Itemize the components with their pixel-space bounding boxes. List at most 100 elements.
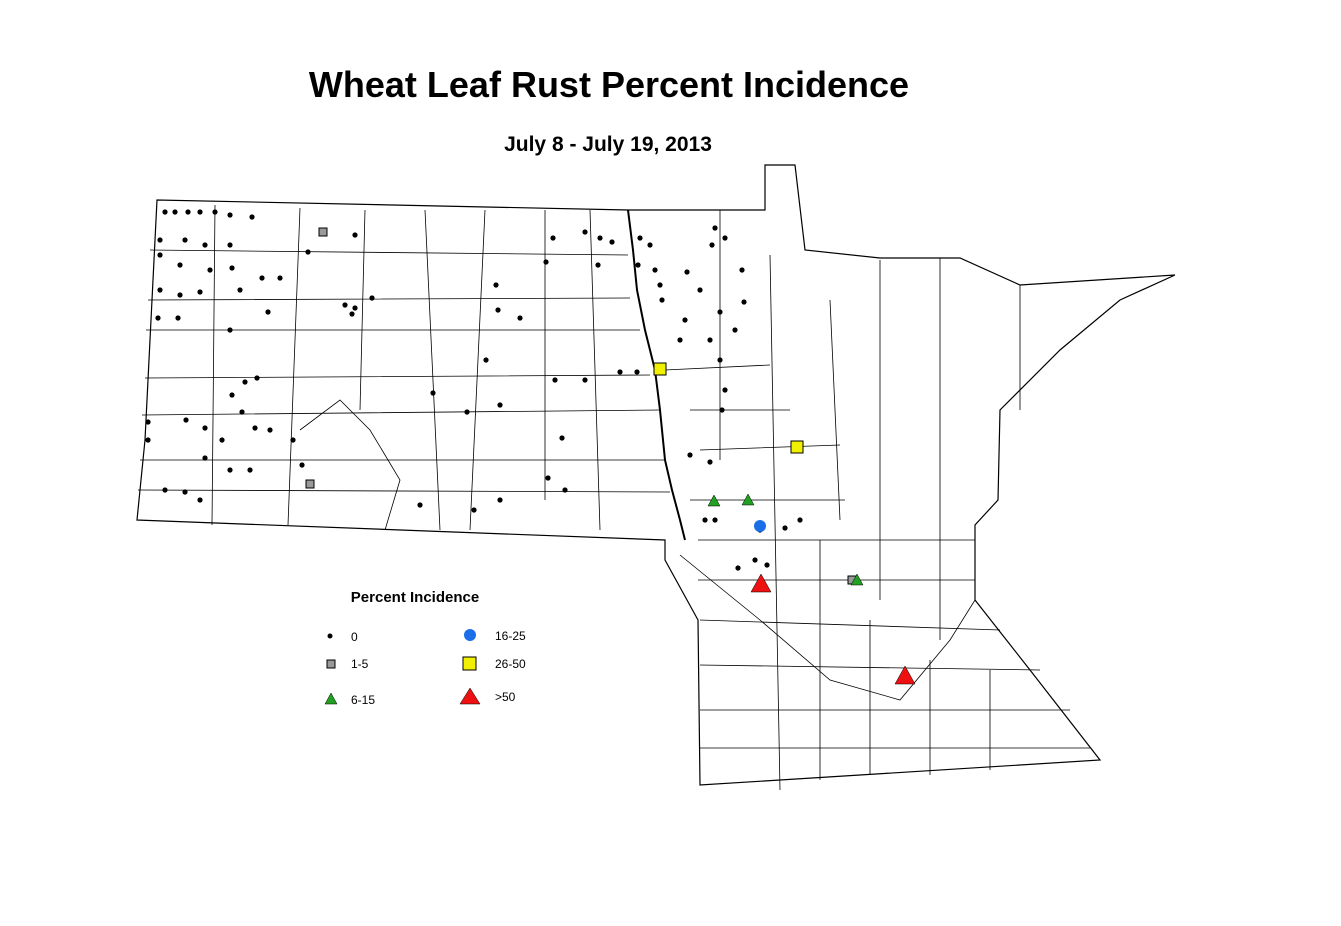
survey-site — [219, 437, 225, 443]
survey-site — [227, 242, 233, 248]
legend-symbol — [462, 656, 477, 671]
survey-site — [582, 377, 588, 383]
survey-site — [155, 315, 161, 321]
survey-site — [229, 265, 235, 271]
survey-site — [764, 562, 770, 568]
survey-site — [471, 507, 477, 513]
survey-site — [352, 305, 358, 311]
legend-symbol — [326, 659, 336, 669]
survey-site — [550, 235, 556, 241]
survey-site — [417, 502, 423, 508]
survey-site — [212, 209, 218, 215]
legend-label: 16-25 — [495, 629, 526, 643]
survey-site — [702, 517, 708, 523]
survey-site — [290, 437, 296, 443]
survey-site — [493, 282, 499, 288]
survey-site — [735, 565, 741, 571]
legend-symbol — [459, 687, 481, 705]
survey-site — [177, 292, 183, 298]
survey-site — [207, 267, 213, 273]
survey-site — [682, 317, 688, 323]
survey-site — [239, 409, 245, 415]
survey-site — [249, 214, 255, 220]
survey-site — [652, 267, 658, 273]
survey-site — [750, 573, 772, 593]
legend-label: 26-50 — [495, 657, 526, 671]
survey-site — [517, 315, 523, 321]
survey-site — [227, 212, 233, 218]
survey-site — [707, 459, 713, 465]
legend-label: 1-5 — [351, 657, 369, 671]
survey-site — [647, 242, 653, 248]
map-subtitle: July 8 - July 19, 2013 — [504, 133, 712, 156]
survey-site — [252, 425, 258, 431]
survey-site — [185, 209, 191, 215]
survey-site — [259, 275, 265, 281]
survey-site — [197, 209, 203, 215]
legend-label: 6-15 — [351, 693, 375, 707]
legend-label: >50 — [495, 690, 516, 704]
survey-site — [162, 209, 168, 215]
survey-site — [545, 475, 551, 481]
survey-site — [227, 327, 233, 333]
survey-site — [707, 494, 721, 507]
survey-site — [637, 235, 643, 241]
survey-site — [464, 409, 470, 415]
survey-site — [722, 387, 728, 393]
survey-site — [797, 517, 803, 523]
survey-site — [495, 307, 501, 313]
survey-site — [162, 487, 168, 493]
survey-site — [430, 390, 436, 396]
survey-site — [277, 275, 283, 281]
survey-site — [265, 309, 271, 315]
survey-site — [709, 242, 715, 248]
survey-site — [717, 309, 723, 315]
survey-site — [247, 467, 253, 473]
survey-site — [305, 479, 315, 489]
county-lines — [137, 204, 1090, 791]
survey-site — [145, 419, 151, 425]
survey-site — [687, 452, 693, 458]
survey-site — [790, 440, 804, 454]
survey-site — [741, 493, 755, 506]
survey-site — [305, 249, 311, 255]
survey-site — [722, 235, 728, 241]
survey-site — [712, 225, 718, 231]
survey-site — [850, 573, 864, 586]
survey-site — [634, 369, 640, 375]
survey-site — [595, 262, 601, 268]
survey-site — [145, 437, 151, 443]
survey-site — [552, 377, 558, 383]
survey-site — [712, 517, 718, 523]
survey-site — [157, 252, 163, 258]
survey-site — [497, 497, 503, 503]
survey-site — [732, 327, 738, 333]
survey-site — [653, 362, 667, 376]
survey-site — [349, 311, 355, 317]
survey-site — [657, 282, 663, 288]
survey-site — [559, 435, 565, 441]
survey-site — [227, 467, 233, 473]
survey-site — [229, 392, 235, 398]
survey-site — [157, 287, 163, 293]
survey-site — [597, 235, 603, 241]
survey-site — [352, 232, 358, 238]
survey-site — [582, 229, 588, 235]
survey-site — [318, 227, 328, 237]
survey-site — [659, 297, 665, 303]
survey-site — [202, 242, 208, 248]
survey-site — [782, 525, 788, 531]
survey-site — [157, 237, 163, 243]
legend: Percent Incidence 0 1-5 6-15 16-25 26-50… — [324, 589, 526, 707]
survey-site — [741, 299, 747, 305]
survey-site — [752, 557, 758, 563]
map-title: Wheat Leaf Rust Percent Incidence — [309, 64, 909, 105]
survey-site — [242, 379, 248, 385]
survey-site — [483, 357, 489, 363]
survey-site — [175, 315, 181, 321]
survey-site — [172, 209, 178, 215]
survey-site — [562, 487, 568, 493]
legend-symbol — [324, 692, 338, 705]
survey-site — [677, 337, 683, 343]
survey-site — [497, 402, 503, 408]
